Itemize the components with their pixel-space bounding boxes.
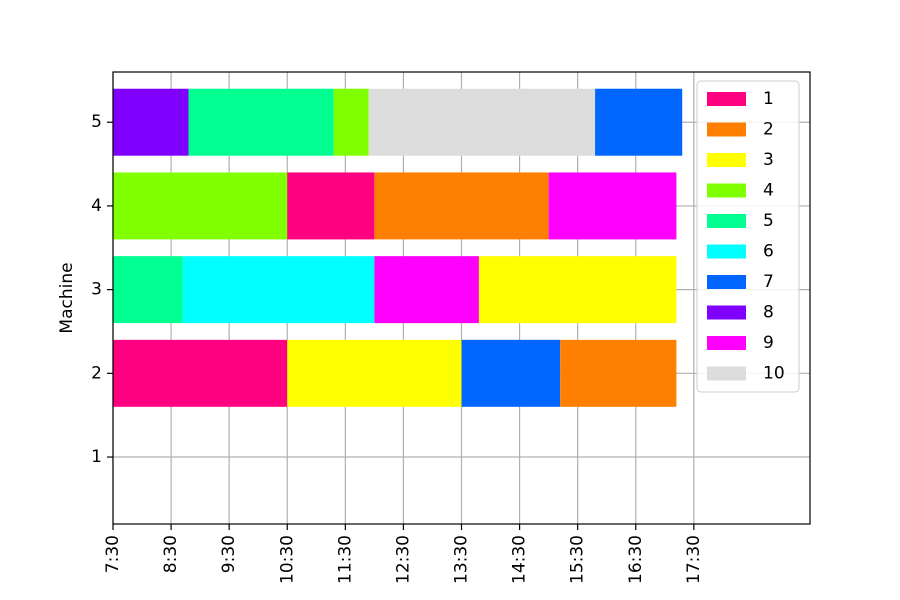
x-tick-label: 11:30 bbox=[335, 535, 355, 584]
legend-label-6: 6 bbox=[763, 242, 774, 262]
x-tick-label: 8:30 bbox=[161, 535, 181, 573]
task-bar-machine-2-job-2 bbox=[560, 339, 677, 407]
y-axis: 1 2 3 4 5 bbox=[91, 112, 113, 467]
legend: 1 2 3 4 5 6 7 8 9 10 bbox=[696, 80, 800, 393]
task-bar-machine-5-job-10 bbox=[368, 88, 596, 156]
task-bar-machine-3-job-9 bbox=[374, 256, 479, 324]
task-bar-machine-2-job-7 bbox=[461, 339, 561, 407]
legend-label-2: 2 bbox=[763, 120, 774, 140]
x-tick-label: 10:30 bbox=[277, 535, 297, 584]
task-bars bbox=[113, 88, 683, 407]
legend-label-3: 3 bbox=[763, 150, 774, 170]
legend-label-5: 5 bbox=[763, 211, 774, 231]
y-tick-label: 5 bbox=[91, 112, 102, 132]
x-tick-label: 17:30 bbox=[684, 535, 704, 584]
legend-label-4: 4 bbox=[763, 181, 774, 201]
legend-swatch-2 bbox=[707, 122, 746, 137]
legend-swatch-1 bbox=[707, 92, 746, 106]
x-tick-label: 7:30 bbox=[103, 535, 123, 573]
legend-swatch-6 bbox=[707, 244, 746, 259]
legend-label-7: 7 bbox=[763, 272, 774, 292]
task-bar-machine-5-job-7 bbox=[595, 88, 683, 156]
task-bar-machine-3-job-3 bbox=[478, 256, 677, 324]
legend-label-10: 10 bbox=[763, 364, 785, 384]
task-bar-machine-5-job-5 bbox=[188, 88, 334, 156]
x-tick-label: 12:30 bbox=[393, 535, 413, 584]
legend-label-8: 8 bbox=[763, 303, 774, 323]
task-bar-machine-2-job-3 bbox=[287, 339, 462, 407]
task-bar-machine-3-job-6 bbox=[182, 256, 375, 324]
task-bar-machine-5-job-4 bbox=[333, 88, 369, 156]
task-bar-machine-4-job-4 bbox=[113, 172, 288, 240]
task-bar-machine-3-job-5 bbox=[113, 256, 183, 324]
task-bar-machine-4-job-2 bbox=[374, 172, 549, 240]
y-tick-label: 4 bbox=[91, 196, 102, 216]
legend-label-1: 1 bbox=[763, 89, 774, 109]
x-tick-label: 9:30 bbox=[219, 535, 239, 573]
y-tick-label: 2 bbox=[91, 363, 102, 383]
y-axis-label: Machine bbox=[57, 262, 77, 333]
legend-swatch-7 bbox=[707, 275, 746, 289]
x-axis: 7:30 8:30 9:30 10:30 11:30 12:30 13:30 14:30 15:… bbox=[103, 524, 704, 584]
legend-label-9: 9 bbox=[763, 333, 774, 353]
legend-swatch-10 bbox=[707, 366, 746, 381]
legend-swatch-3 bbox=[707, 153, 746, 167]
legend-swatch-8 bbox=[707, 305, 746, 320]
y-tick-label: 1 bbox=[91, 447, 102, 467]
task-bar-machine-4-job-1 bbox=[287, 172, 375, 240]
task-bar-machine-2-job-1 bbox=[113, 339, 288, 407]
task-bar-machine-4-job-9 bbox=[548, 172, 677, 240]
y-tick-label: 3 bbox=[91, 280, 102, 300]
task-bar-machine-5-job-8 bbox=[113, 88, 189, 156]
x-tick-label: 15:30 bbox=[568, 535, 588, 584]
x-tick-label: 16:30 bbox=[626, 535, 646, 584]
x-tick-label: 14:30 bbox=[510, 535, 530, 584]
legend-swatch-5 bbox=[707, 214, 746, 228]
x-tick-label: 13:30 bbox=[452, 535, 472, 584]
legend-swatch-4 bbox=[707, 183, 746, 198]
legend-swatch-9 bbox=[707, 336, 746, 350]
